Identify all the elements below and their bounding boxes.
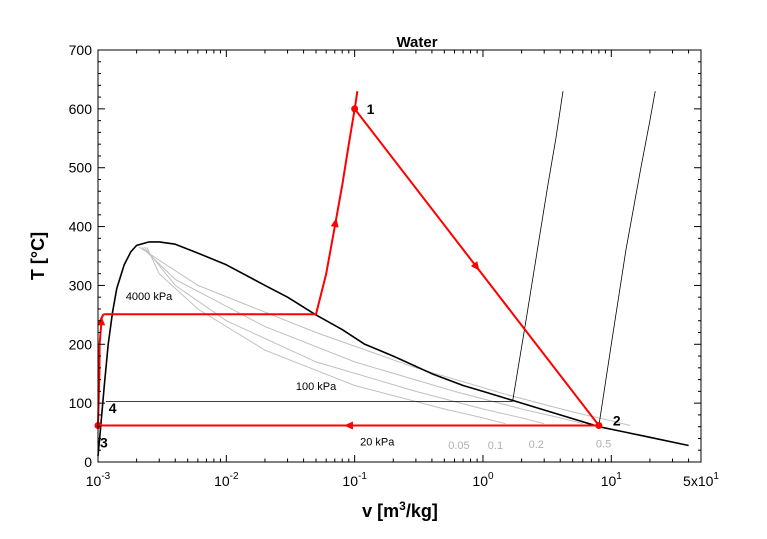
state-point: [595, 422, 603, 430]
y-tick-label: 700: [69, 42, 93, 58]
x-tick-label: 10-1: [342, 471, 367, 489]
cycle-arrow: [470, 261, 480, 271]
x-tick-label: 101: [601, 471, 623, 489]
quality-line: [141, 246, 583, 425]
state-point: [351, 105, 359, 113]
axis-ticks: [97, 49, 702, 463]
quality-label: 0.1: [488, 440, 503, 452]
y-tick-label: 0: [84, 454, 92, 470]
quality-line: [139, 246, 631, 426]
quality-label: 0.2: [529, 439, 544, 451]
cycle-arrow: [343, 421, 353, 430]
quality-label: 0.05: [448, 440, 469, 452]
cycle-segment-superheat: [315, 91, 359, 315]
state-label: 3: [100, 435, 108, 451]
isobar-line: [598, 91, 656, 426]
plot-area: 1 2 3 4 4000 kPa 100 kPa 20 kPa 0.05 0.1 0.2 0.5: [94, 91, 689, 457]
x-label-main: v [m: [362, 501, 399, 521]
x-axis-label: v [m3/kg]: [362, 499, 438, 521]
state-label: 4: [109, 400, 117, 416]
quality-line: [146, 246, 506, 425]
cycle-arrow: [97, 316, 106, 326]
isobar-label: 100 kPa: [296, 381, 337, 393]
x-label-rest: /kg]: [406, 501, 438, 521]
y-axis-label: T [°C]: [28, 232, 48, 280]
x-label-sup: 3: [399, 499, 406, 513]
cycle-arrow: [330, 218, 339, 228]
y-tick-label: 100: [69, 395, 93, 411]
y-tick-label: 300: [69, 277, 93, 293]
state-label: 2: [613, 413, 621, 429]
x-tick-label: 10-3: [86, 471, 111, 489]
x-tick-label: 5x101: [683, 471, 719, 489]
state-label: 1: [367, 101, 375, 117]
y-tick-label: 500: [69, 160, 93, 176]
tick-labels: 0 100 200 300 400 500 600 700 10-3 10-2 10-1 100 101…: [69, 42, 720, 489]
y-tick-label: 400: [69, 219, 93, 235]
isobar-label: 4000 kPa: [126, 291, 173, 303]
plot-frame: [97, 49, 702, 463]
chart-title: Water: [396, 34, 437, 51]
x-tick-label: 10-2: [214, 471, 239, 489]
y-tick-label: 200: [69, 336, 93, 352]
y-tick-label: 600: [69, 101, 93, 117]
saturation-dome: [97, 241, 689, 457]
x-tick-label: 100: [472, 471, 494, 489]
isobar-line: [512, 91, 564, 402]
isobar-label: 20 kPa: [360, 437, 395, 449]
quality-label: 0.5: [596, 438, 611, 450]
quality-line: [144, 246, 545, 425]
